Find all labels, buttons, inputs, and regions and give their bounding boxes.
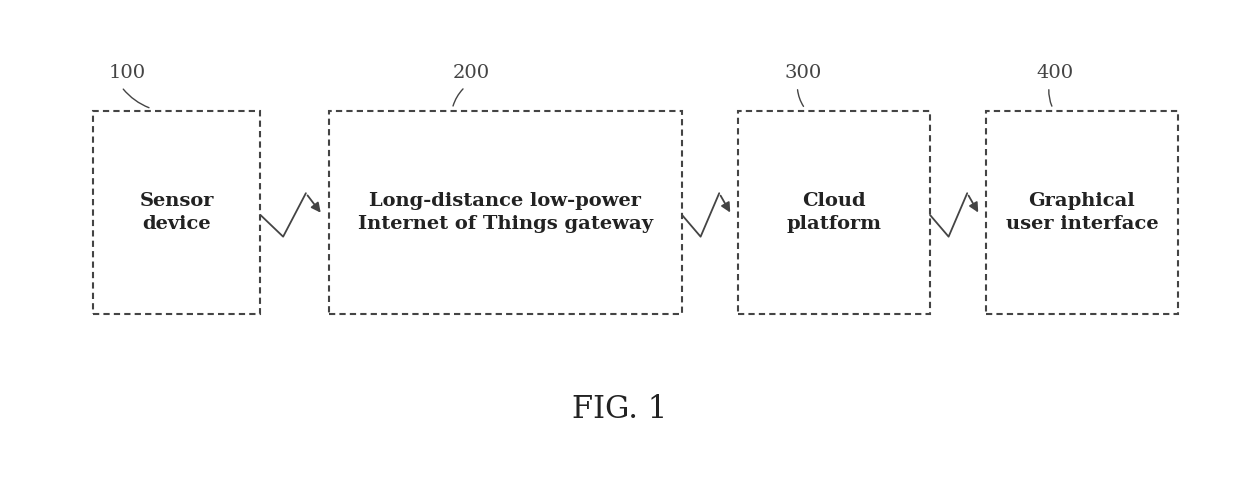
Bar bbox=[738, 111, 930, 314]
Text: FIG. 1: FIG. 1 bbox=[573, 394, 667, 425]
Text: 300: 300 bbox=[785, 64, 822, 82]
Bar bbox=[93, 111, 260, 314]
Bar bbox=[329, 111, 682, 314]
Text: 200: 200 bbox=[453, 64, 490, 82]
Text: Long-distance low-power
Internet of Things gateway: Long-distance low-power Internet of Thin… bbox=[357, 192, 653, 233]
Text: Sensor
device: Sensor device bbox=[139, 192, 215, 233]
Text: Graphical
user interface: Graphical user interface bbox=[1006, 192, 1158, 233]
Bar bbox=[986, 111, 1178, 314]
Text: Cloud
platform: Cloud platform bbox=[786, 192, 882, 233]
Text: 400: 400 bbox=[1037, 64, 1074, 82]
Text: 100: 100 bbox=[109, 64, 146, 82]
